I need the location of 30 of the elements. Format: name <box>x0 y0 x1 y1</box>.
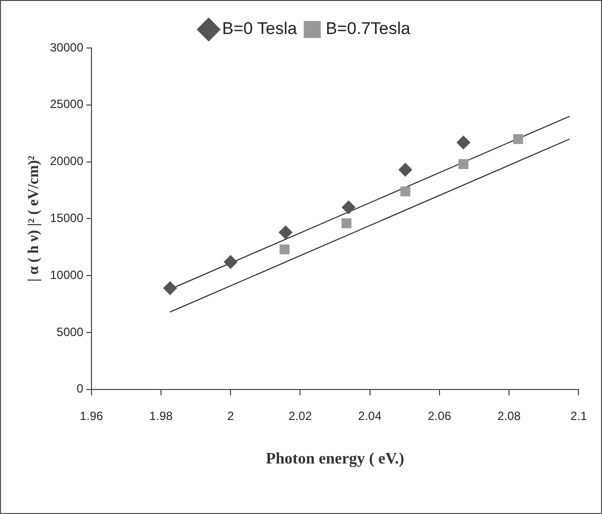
y-tick-label: 30000 <box>50 40 84 54</box>
point <box>224 254 238 269</box>
point <box>456 135 470 150</box>
y-tick-label: 5000 <box>56 324 84 339</box>
y-tick-label: 15000 <box>50 211 84 226</box>
x-tick-label: 2.04 <box>358 408 382 423</box>
x-tick-label: 2.02 <box>288 408 312 423</box>
y-axis-title: | α ( h ν) |² ( eV/cm)² <box>26 155 42 282</box>
point <box>458 159 468 170</box>
x-tick-label: 1.96 <box>80 408 104 423</box>
point <box>513 134 524 144</box>
point <box>163 281 178 296</box>
point <box>278 225 293 240</box>
x-tick-label: 1.98 <box>149 408 173 423</box>
y-tick-label: 0 <box>76 382 84 396</box>
x-tick-label: 2.1 <box>570 408 588 423</box>
y-tick-label: 10000 <box>50 268 84 282</box>
point <box>280 244 290 254</box>
x-axis-title: Photon energy ( eV.) <box>266 450 404 468</box>
point <box>342 218 352 228</box>
point <box>342 200 356 214</box>
legend-label: B=0.7Tesla <box>326 19 411 38</box>
x-tick-label: 2 <box>227 408 234 423</box>
point <box>398 162 412 177</box>
y-tick-label: 20000 <box>50 154 84 168</box>
x-tick-label: 2.06 <box>428 408 452 423</box>
x-tick-label: 2.08 <box>497 408 522 423</box>
y-tick-label: 25000 <box>50 97 84 112</box>
legend-label: B=0 Tesla <box>222 19 298 38</box>
point <box>400 186 410 196</box>
